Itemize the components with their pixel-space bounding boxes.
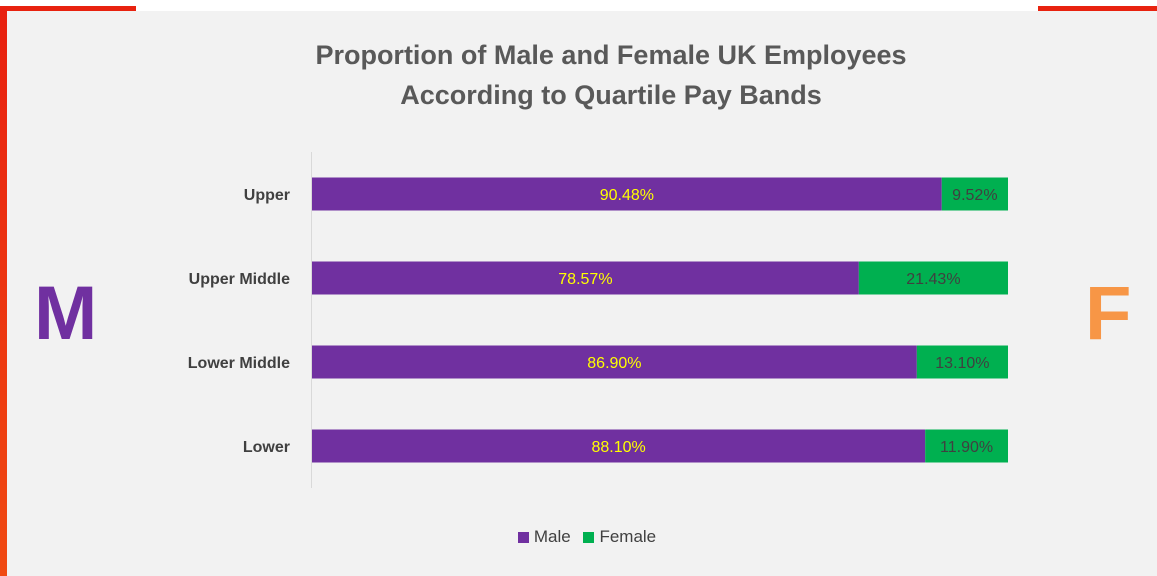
bar-female [916,345,1008,379]
legend-swatch-female [583,531,595,543]
legend-label-male: Male [533,527,571,546]
legend-swatch-male [517,531,529,543]
data-label-male: 90.48% [600,187,654,204]
legend: Male Female [136,527,1038,548]
data-label-female: 11.90% [940,439,993,456]
y-tick-label: Lower [243,439,290,456]
chart-title-line-1: Proportion of Male and Female UK Employe… [315,40,907,70]
legend-item-male: Male [517,527,571,547]
bar-female [941,177,1008,211]
bar-male [312,261,859,295]
data-label-female: 21.43% [906,271,960,288]
data-label-male: 78.57% [558,271,612,288]
chart-title: Proportion of Male and Female UK Employe… [241,35,981,115]
data-label-male: 88.10% [591,439,645,456]
data-label-male: 86.90% [587,355,641,372]
chart: Proportion of Male and Female UK Employe… [136,11,1038,576]
bar-male [312,177,942,211]
data-label-female: 13.10% [935,355,989,372]
legend-item-female: Female [583,527,656,547]
male-letter: M [34,271,98,356]
top-border-right [1038,6,1157,11]
left-border [0,8,7,576]
chart-title-line-2: According to Quartile Pay Bands [400,80,822,110]
bar-male [312,345,917,379]
y-tick-label: Upper Middle [189,271,290,288]
bar-male [312,429,926,463]
female-letter: F [1085,271,1132,356]
y-tick-label: Lower Middle [188,355,290,372]
top-frame [0,0,1157,14]
top-border-left [0,6,136,11]
data-label-female: 9.52% [952,187,997,204]
bar-female [858,261,1008,295]
legend-label-female: Female [599,527,657,546]
bar-female [925,429,1008,463]
plot-area: Upper 90.48% 9.52% Upper Middle 78.57% 21.43%… [188,152,1008,488]
y-tick-label: Upper [244,187,290,204]
